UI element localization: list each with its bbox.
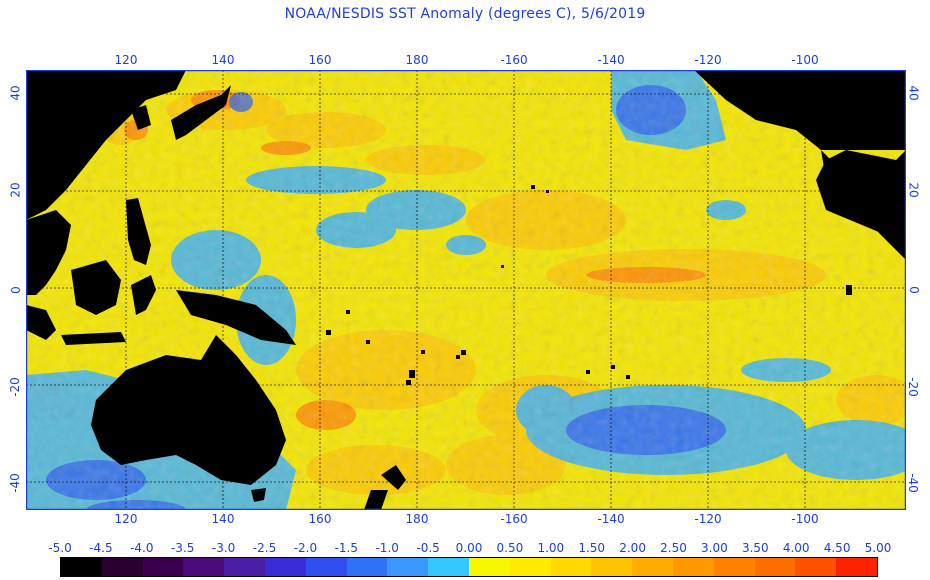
colorbar-tick-label: -4.0 xyxy=(130,541,154,555)
colorbar-tick-label: -2.5 xyxy=(252,541,277,555)
land-tasmania xyxy=(251,488,266,502)
land-sumatra xyxy=(26,305,56,340)
right-lat-label: 0 xyxy=(906,286,921,294)
left-lat-label: -20 xyxy=(7,377,22,397)
colorbar-swatch xyxy=(387,558,429,576)
bottom-lon-label: 180 xyxy=(405,512,429,526)
colorbar-tick-label: 4.50 xyxy=(823,541,851,555)
colorbar-tick-label: -0.5 xyxy=(416,541,440,555)
top-lon-label: 120 xyxy=(114,53,138,67)
land-java xyxy=(61,332,126,345)
bottom-lon-label: -160 xyxy=(500,512,528,526)
sst-anomaly-map xyxy=(26,70,906,510)
colorbar-tick-label: 2.00 xyxy=(619,541,646,555)
top-lon-label: -100 xyxy=(791,53,819,67)
colorbar-swatch xyxy=(101,558,143,576)
land-australia xyxy=(91,335,286,485)
colorbar-swatch xyxy=(183,558,225,576)
land-new-zealand xyxy=(364,465,406,510)
colorbar-swatch xyxy=(428,558,469,576)
right-lat-label: -40 xyxy=(905,473,920,493)
colorbar-labels: -5.0 -4.5 -4.0 -3.5 -3.0 -2.5 -2.0 -1.5 -1.0 -0.5… xyxy=(0,541,930,557)
left-lat-label: 20 xyxy=(8,182,23,198)
land-philippines xyxy=(126,198,151,265)
colorbar-tick-label: -2.0 xyxy=(293,541,318,555)
colorbar-swatch xyxy=(591,558,633,576)
colorbar-swatch xyxy=(142,558,184,576)
colorbar-swatch xyxy=(672,558,714,576)
colorbar-swatch xyxy=(305,558,347,576)
land-sulawesi xyxy=(131,275,156,315)
colorbar-swatch xyxy=(61,558,102,576)
colorbar-swatch xyxy=(264,558,306,576)
colorbar-tick-label: 0.50 xyxy=(496,541,524,555)
colorbar-tick-label: -1.5 xyxy=(334,541,359,555)
colorbar-tick-label: 0.00 xyxy=(455,541,483,555)
land-korea xyxy=(131,105,151,130)
land-japan xyxy=(171,85,231,140)
colorbar-tick-label: 3.00 xyxy=(701,541,728,555)
colorbar-swatch xyxy=(795,558,837,576)
land-east-asia xyxy=(26,70,186,220)
left-lat-label: -40 xyxy=(7,473,22,493)
top-lon-label: -160 xyxy=(500,53,528,67)
colorbar-tick-label: -5.0 xyxy=(48,541,72,555)
right-lat-label: 20 xyxy=(906,182,921,198)
bottom-lon-label: 120 xyxy=(114,512,138,526)
map-frame xyxy=(26,70,906,510)
colorbar-tick-label: -3.0 xyxy=(211,541,236,555)
colorbar-tick-label: 2.50 xyxy=(660,541,687,555)
land-central-america xyxy=(821,150,906,260)
colorbar-swatch xyxy=(509,558,551,576)
colorbar-tick-label: 4.00 xyxy=(782,541,810,555)
right-lat-label: -20 xyxy=(905,377,920,397)
land-borneo xyxy=(71,260,121,315)
top-lon-label: 160 xyxy=(308,53,332,67)
right-lat-label: 40 xyxy=(906,85,921,101)
colorbar-swatch xyxy=(468,558,510,576)
top-lon-label: 180 xyxy=(405,53,429,67)
bottom-lon-label: 160 xyxy=(308,512,332,526)
colorbar-swatch xyxy=(754,558,796,576)
top-lon-label: 140 xyxy=(211,53,235,67)
land-masses xyxy=(26,70,906,510)
bottom-lon-label: -120 xyxy=(694,512,722,526)
top-lon-label: -140 xyxy=(597,53,625,67)
colorbar-swatch xyxy=(713,558,755,576)
land-new-guinea xyxy=(176,290,296,345)
left-lat-label: 40 xyxy=(8,85,23,101)
bottom-lon-label: 140 xyxy=(211,512,235,526)
colorbar-tick-label: 1.50 xyxy=(578,541,606,555)
colorbar-swatch xyxy=(836,558,877,576)
colorbar-tick-label: -3.5 xyxy=(170,541,195,555)
colorbar-tick-label: -1.0 xyxy=(375,541,399,555)
page-title: NOAA/NESDIS SST Anomaly (degrees C), 5/6… xyxy=(284,6,646,22)
graticule xyxy=(26,70,906,510)
colorbar-swatch xyxy=(224,558,265,576)
colorbar xyxy=(60,557,878,577)
bottom-lon-label: -140 xyxy=(597,512,625,526)
colorbar-tick-label: 3.50 xyxy=(741,541,769,555)
colorbar-tick-label: 1.00 xyxy=(537,541,565,555)
left-lat-label: 0 xyxy=(8,286,23,294)
top-lon-label: -120 xyxy=(694,53,722,67)
colorbar-swatch xyxy=(550,558,592,576)
land-indochina xyxy=(26,210,71,295)
colorbar-swatch xyxy=(632,558,673,576)
colorbar-swatch xyxy=(346,558,388,576)
colorbar-tick-label: 5.00 xyxy=(864,541,892,555)
colorbar-tick-label: -4.5 xyxy=(89,541,113,555)
bottom-lon-label: -100 xyxy=(791,512,819,526)
